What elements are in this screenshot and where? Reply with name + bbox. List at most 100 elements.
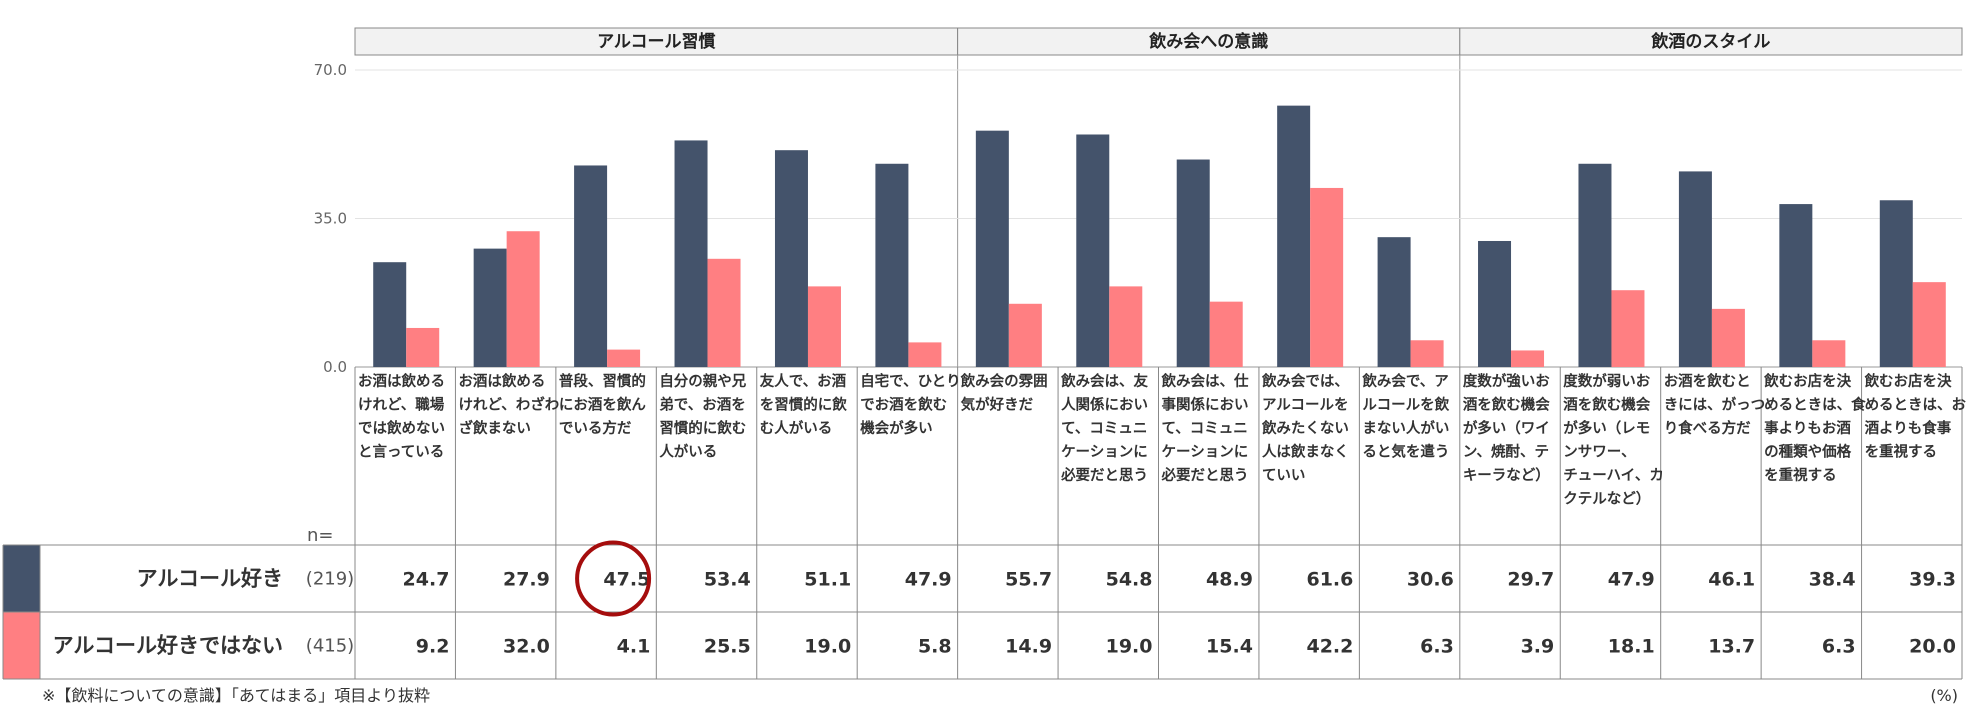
y-tick-label-1: 35.0 bbox=[314, 210, 347, 228]
group-header-label-3: 飲酒のスタイル bbox=[1650, 31, 1770, 52]
value-s1-c15: 38.4 bbox=[1809, 569, 1856, 591]
category-label-5-line-1: 友人で、お酒 bbox=[760, 372, 847, 390]
bar-s1-c10 bbox=[1277, 105, 1311, 367]
category-label-3-line-1: 普段、習慣的 bbox=[559, 372, 646, 390]
category-label-9-line-5: 必要だと思う bbox=[1161, 466, 1249, 484]
category-label-11-line-2: ルコールを飲 bbox=[1362, 396, 1449, 414]
bar-s1-c7 bbox=[975, 130, 1009, 367]
category-label-13-line-5: チューハイ、カ bbox=[1563, 467, 1664, 484]
category-label-9-line-3: て、コミュニ bbox=[1162, 421, 1248, 437]
bar-s1-c8 bbox=[1076, 134, 1110, 367]
value-s1-c5: 51.1 bbox=[804, 569, 851, 591]
bar-s2-c4 bbox=[707, 258, 741, 367]
group-header-3 bbox=[1459, 27, 1963, 56]
value-s1-c7: 55.7 bbox=[1005, 569, 1052, 591]
category-label-11-line-1: 飲み会で、ア bbox=[1361, 372, 1448, 390]
category-label-7-line-2: 気が好きだ bbox=[961, 396, 1034, 414]
bar-s2-c3 bbox=[607, 349, 641, 367]
value-s1-c4: 53.4 bbox=[704, 569, 751, 591]
category-label-4-line-2: 弟で、お酒を bbox=[659, 396, 745, 414]
group-header-1 bbox=[354, 27, 959, 56]
value-s1-c13: 47.9 bbox=[1608, 569, 1655, 591]
value-s2-c4: 25.5 bbox=[704, 636, 751, 658]
category-label-10-line-1: 飲み会では、 bbox=[1261, 372, 1349, 390]
category-label-13-line-6: クテルなど） bbox=[1563, 490, 1650, 508]
category-label-15-line-3: 事よりもお酒 bbox=[1764, 419, 1851, 437]
category-label-4-line-4: 人がいる bbox=[659, 443, 717, 461]
category-label-7-line-1: 飲み会の雰囲 bbox=[960, 372, 1048, 390]
category-label-2-line-2: けれど、わざわ bbox=[458, 396, 559, 414]
bar-s2-c10 bbox=[1310, 187, 1344, 367]
category-label-1-line-4: と言っている bbox=[358, 443, 444, 461]
category-label-6-line-3: 機会が多い bbox=[860, 419, 933, 437]
row-n-1: (219) bbox=[306, 569, 354, 590]
category-label-13-line-1: 度数が弱いお bbox=[1563, 372, 1650, 390]
bar-s1-c2 bbox=[473, 248, 507, 367]
value-s2-c10: 42.2 bbox=[1306, 636, 1353, 658]
category-label-8-line-4: ケーションに bbox=[1061, 444, 1148, 461]
value-s1-c3: 47.5 bbox=[603, 569, 650, 591]
value-s2-c6: 5.8 bbox=[918, 636, 952, 658]
category-label-9-line-2: 事関係におい bbox=[1162, 396, 1249, 414]
bar-s1-c16 bbox=[1879, 200, 1913, 367]
group-header-label-1: アルコール習慣 bbox=[597, 31, 716, 52]
bar-s1-c6 bbox=[875, 163, 909, 367]
category-label-13-line-4: ンサワー、 bbox=[1563, 444, 1635, 461]
value-s1-c11: 30.6 bbox=[1407, 569, 1454, 591]
row-n-2: (415) bbox=[306, 636, 354, 657]
bar-s1-c5 bbox=[774, 150, 808, 367]
category-label-10-line-2: アルコールを bbox=[1262, 397, 1349, 414]
category-label-4-line-1: 自分の親や兄 bbox=[659, 372, 746, 390]
category-label-4-line-3: 習慣的に飲む bbox=[659, 419, 746, 437]
bar-s2-c8 bbox=[1109, 286, 1143, 367]
category-label-1-line-3: では飲めない bbox=[358, 419, 445, 437]
bar-s2-c16 bbox=[1912, 282, 1946, 367]
category-label-2-line-3: ざ飲まない bbox=[458, 419, 531, 437]
value-s2-c7: 14.9 bbox=[1005, 636, 1052, 658]
bar-s2-c9 bbox=[1209, 301, 1243, 367]
category-label-12-line-3: が多い（ワイ bbox=[1463, 419, 1550, 437]
value-s1-c9: 48.9 bbox=[1206, 569, 1253, 591]
bar-s2-c7 bbox=[1008, 303, 1042, 367]
category-label-3-line-3: でいる方だ bbox=[559, 419, 632, 437]
value-s2-c2: 32.0 bbox=[503, 636, 550, 658]
category-label-12-line-5: キーラなど） bbox=[1463, 466, 1550, 484]
category-label-14-line-1: お酒を飲むと bbox=[1664, 372, 1751, 390]
category-label-1-line-1: お酒は飲める bbox=[358, 372, 445, 390]
value-s2-c15: 6.3 bbox=[1822, 636, 1856, 658]
category-label-13-line-2: 酒を飲む機会 bbox=[1563, 396, 1650, 414]
category-label-16-line-3: 酒よりも食事 bbox=[1865, 419, 1952, 437]
category-label-12-line-2: 酒を飲む機会 bbox=[1463, 396, 1550, 414]
row-label-1: アルコール好き bbox=[137, 567, 283, 591]
legend-swatch-2 bbox=[3, 612, 40, 679]
category-label-15-line-2: めるときは、食 bbox=[1764, 396, 1866, 414]
category-label-11-line-3: まない人がい bbox=[1362, 419, 1449, 437]
value-s2-c5: 19.0 bbox=[804, 636, 851, 658]
bar-s2-c5 bbox=[807, 286, 841, 367]
category-label-2-line-1: お酒は飲める bbox=[458, 372, 545, 390]
value-s2-c1: 9.2 bbox=[416, 636, 450, 658]
bar-s2-c14 bbox=[1711, 308, 1745, 367]
value-s2-c14: 13.7 bbox=[1708, 636, 1755, 658]
value-s2-c11: 6.3 bbox=[1420, 636, 1454, 658]
category-label-10-line-4: 人は飲まなく bbox=[1262, 443, 1349, 461]
bar-s2-c1 bbox=[406, 327, 440, 367]
category-label-10-line-3: 飲みたくない bbox=[1261, 419, 1349, 437]
value-s2-c3: 4.1 bbox=[617, 636, 651, 658]
y-tick-label-2: 70.0 bbox=[314, 61, 347, 79]
value-s1-c2: 27.9 bbox=[503, 569, 550, 591]
group-header-label-2: 飲み会への意識 bbox=[1148, 31, 1268, 52]
category-label-8-line-1: 飲み会は、友 bbox=[1060, 372, 1148, 390]
value-s1-c10: 61.6 bbox=[1306, 569, 1353, 591]
value-s1-c14: 46.1 bbox=[1708, 569, 1755, 591]
category-label-14-line-3: り食べる方だ bbox=[1664, 419, 1751, 437]
bar-s2-c6 bbox=[908, 342, 942, 367]
category-label-8-line-5: 必要だと思う bbox=[1060, 466, 1148, 484]
bar-s1-c14 bbox=[1678, 171, 1712, 367]
category-label-16-line-1: 飲むお店を決 bbox=[1864, 372, 1952, 390]
value-s2-c9: 15.4 bbox=[1206, 636, 1253, 658]
bar-s1-c12 bbox=[1478, 240, 1512, 367]
category-label-5-line-3: む人がいる bbox=[760, 419, 833, 437]
bar-s2-c15 bbox=[1812, 340, 1846, 367]
